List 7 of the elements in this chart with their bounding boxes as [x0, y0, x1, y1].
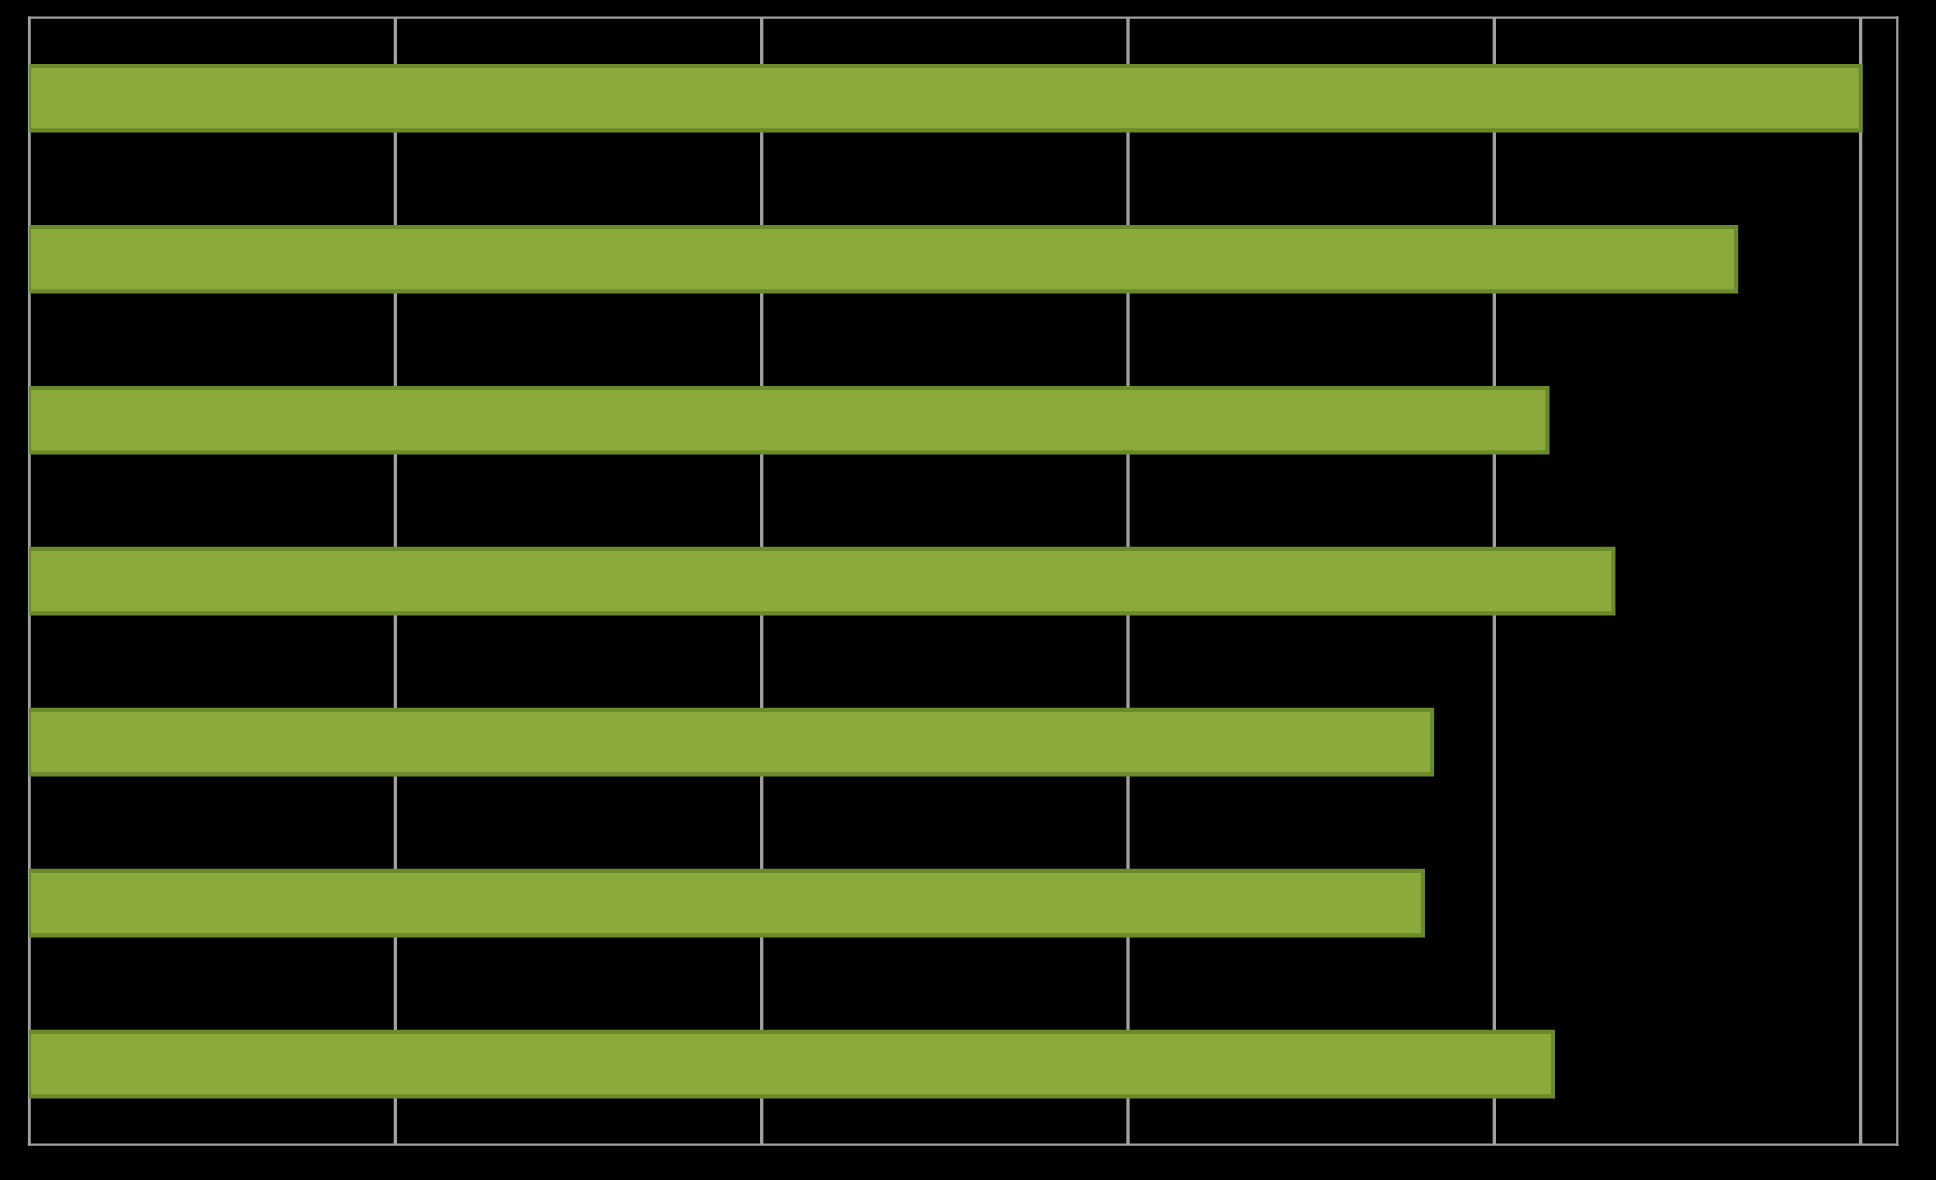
bar: [29, 868, 1425, 938]
bar: [29, 385, 1550, 455]
bar: [29, 224, 1739, 294]
bar: [29, 707, 1435, 777]
bar: [29, 546, 1616, 616]
bar: [29, 63, 1863, 133]
bar: [29, 1029, 1556, 1099]
